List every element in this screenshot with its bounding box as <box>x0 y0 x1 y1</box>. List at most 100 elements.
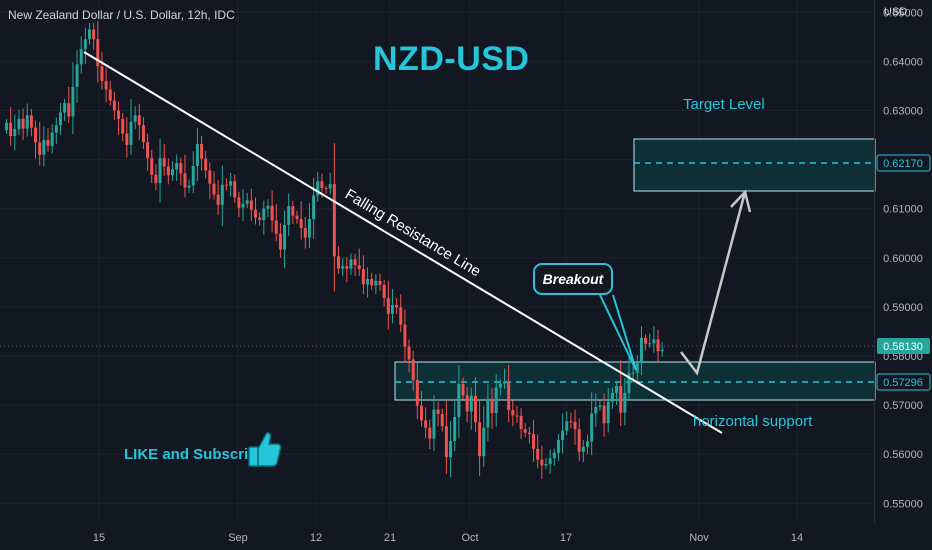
target-level-label: Target Level <box>683 96 765 113</box>
main-title: NZD-USD <box>373 40 530 78</box>
x-tick-label: 12 <box>310 532 322 544</box>
candle-body <box>561 430 565 441</box>
candle-body <box>594 407 598 414</box>
target-zone <box>633 138 876 192</box>
candle-body <box>498 383 502 388</box>
candle-body <box>639 337 643 363</box>
candle-body <box>652 339 656 344</box>
candle-body <box>432 409 436 439</box>
axis-separator <box>874 0 875 523</box>
candle-body <box>34 127 38 143</box>
candle-body <box>104 81 108 90</box>
candle-body <box>544 464 548 466</box>
candle-body <box>482 427 486 457</box>
candle-body <box>573 421 577 430</box>
candle-body <box>436 409 440 414</box>
candle-body <box>615 385 619 393</box>
currency-label[interactable]: USD <box>884 6 908 18</box>
candle-body <box>75 64 79 87</box>
candle-body <box>374 280 378 286</box>
candle-body <box>349 259 353 269</box>
candle-body <box>610 392 614 402</box>
candle-body <box>556 440 560 453</box>
candle-body <box>83 39 87 50</box>
candle-body <box>50 132 54 146</box>
candle-body <box>216 194 220 205</box>
y-tick-label: 0.63000 <box>883 105 923 117</box>
candle-body <box>162 158 166 167</box>
candle-body <box>71 86 75 117</box>
candle-body <box>403 324 407 347</box>
candle-body <box>602 405 606 424</box>
candle-body <box>179 163 183 174</box>
candle-body <box>357 265 361 270</box>
candle-body <box>440 413 444 427</box>
candle-body <box>399 307 403 325</box>
horizontal-support-label: horizontal support <box>693 413 813 430</box>
candle-body <box>586 441 589 447</box>
candle-body <box>229 181 233 186</box>
candle-body <box>337 256 340 269</box>
candle-body <box>166 166 170 176</box>
target-price-tag <box>876 154 931 172</box>
candle-body <box>424 420 428 428</box>
price-tags: 0.62170 0.58130 0.57296 <box>876 154 931 391</box>
candle-body <box>108 89 112 101</box>
y-tick-label: 0.56000 <box>883 449 923 461</box>
candle-body <box>395 304 399 308</box>
candle-body <box>5 122 8 131</box>
candle-body <box>291 206 295 216</box>
candle-body <box>233 181 237 198</box>
support-price-tag <box>876 373 931 391</box>
candle-body <box>353 259 357 266</box>
projection-arrow <box>680 191 747 376</box>
candle-body <box>245 200 249 204</box>
candle-body <box>660 349 664 352</box>
candle-body <box>204 158 208 171</box>
candles-group <box>5 21 664 480</box>
candle-body <box>195 143 199 166</box>
breakout-pointer <box>599 294 637 371</box>
breakout-callout: Breakout <box>533 263 613 295</box>
candle-body <box>67 103 71 117</box>
candle-body <box>494 387 498 413</box>
candle-body <box>503 381 506 384</box>
candle-body <box>370 278 374 286</box>
candle-body <box>187 185 191 188</box>
x-tick-label: 15 <box>93 532 105 544</box>
candle-body <box>158 158 162 184</box>
candle-body <box>112 100 116 111</box>
support-price-tag-text: 0.57296 <box>883 377 923 389</box>
candle-body <box>312 195 316 220</box>
candle-body <box>200 143 204 159</box>
candle-body <box>635 362 639 373</box>
x-tick-label: Oct <box>461 532 478 544</box>
candle-body <box>249 200 253 210</box>
candle-body <box>415 380 419 406</box>
candle-body <box>332 184 336 257</box>
candle-body <box>274 220 278 234</box>
candle-body <box>303 227 307 238</box>
candle-body <box>469 395 473 412</box>
candle-body <box>486 398 490 428</box>
candle-body <box>590 413 594 442</box>
candle-body <box>540 459 544 466</box>
candle-body <box>137 115 141 126</box>
candle-body <box>523 429 527 433</box>
candle-body <box>444 426 448 458</box>
candle-body <box>92 29 96 40</box>
candle-body <box>598 405 602 408</box>
candle-body <box>449 440 453 458</box>
candle-body <box>220 184 224 205</box>
candle-body <box>283 224 287 250</box>
candle-body <box>212 183 216 195</box>
candle-body <box>366 278 370 285</box>
candle-body <box>278 233 282 250</box>
candle-body <box>478 422 482 457</box>
candle-body <box>507 381 511 411</box>
candle-body <box>328 184 332 189</box>
candle-body <box>428 427 432 439</box>
x-tick-label: 17 <box>560 532 572 544</box>
